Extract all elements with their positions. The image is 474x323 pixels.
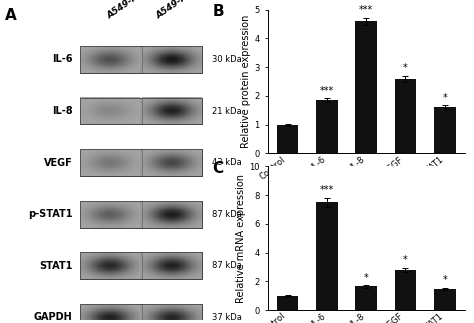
Text: 21 kDa: 21 kDa — [212, 107, 242, 116]
Bar — [80, 149, 201, 176]
Text: VEGF: VEGF — [44, 158, 73, 168]
Text: GAPDH: GAPDH — [34, 312, 73, 322]
Bar — [395, 79, 416, 153]
Bar — [316, 100, 337, 153]
Bar — [80, 98, 201, 124]
Text: *: * — [442, 275, 447, 285]
Text: p-STAT1: p-STAT1 — [28, 209, 73, 219]
Text: ***: *** — [359, 5, 374, 15]
Bar — [80, 46, 201, 73]
Text: 37 kDa: 37 kDa — [212, 313, 242, 322]
Bar — [277, 125, 298, 153]
Text: STAT1: STAT1 — [39, 261, 73, 271]
Text: A: A — [5, 8, 17, 23]
Text: IL-8: IL-8 — [52, 106, 73, 116]
Bar — [356, 287, 377, 310]
Text: 43 kDa: 43 kDa — [212, 158, 242, 167]
Text: 87 kDa: 87 kDa — [212, 261, 242, 270]
Text: ***: *** — [320, 86, 334, 96]
Bar — [80, 201, 201, 228]
Bar — [80, 304, 201, 323]
Bar — [80, 46, 201, 73]
Bar — [277, 296, 298, 310]
Text: A549-IL-17: A549-IL-17 — [155, 0, 205, 21]
Text: *: * — [403, 255, 408, 266]
Text: 30 kDa: 30 kDa — [212, 55, 242, 64]
Bar — [80, 149, 201, 176]
Text: *: * — [364, 273, 369, 283]
Bar — [434, 288, 456, 310]
Bar — [80, 304, 201, 323]
Bar — [395, 270, 416, 310]
Text: C: C — [213, 161, 224, 176]
Bar — [80, 252, 201, 279]
Text: 87 kDa: 87 kDa — [212, 210, 242, 219]
Y-axis label: Relative protein expression: Relative protein expression — [241, 15, 251, 148]
Text: A549-Neo: A549-Neo — [106, 0, 151, 21]
Bar — [80, 98, 201, 124]
Text: ***: *** — [320, 185, 334, 195]
Text: *: * — [403, 63, 408, 73]
Bar — [80, 252, 201, 279]
Text: B: B — [213, 4, 224, 19]
Text: *: * — [442, 93, 447, 102]
Y-axis label: Relative mRNA expression: Relative mRNA expression — [236, 174, 246, 303]
Text: IL-6: IL-6 — [52, 54, 73, 64]
Bar — [80, 201, 201, 228]
Bar — [316, 202, 337, 310]
Bar — [434, 108, 456, 153]
Bar — [356, 21, 377, 153]
